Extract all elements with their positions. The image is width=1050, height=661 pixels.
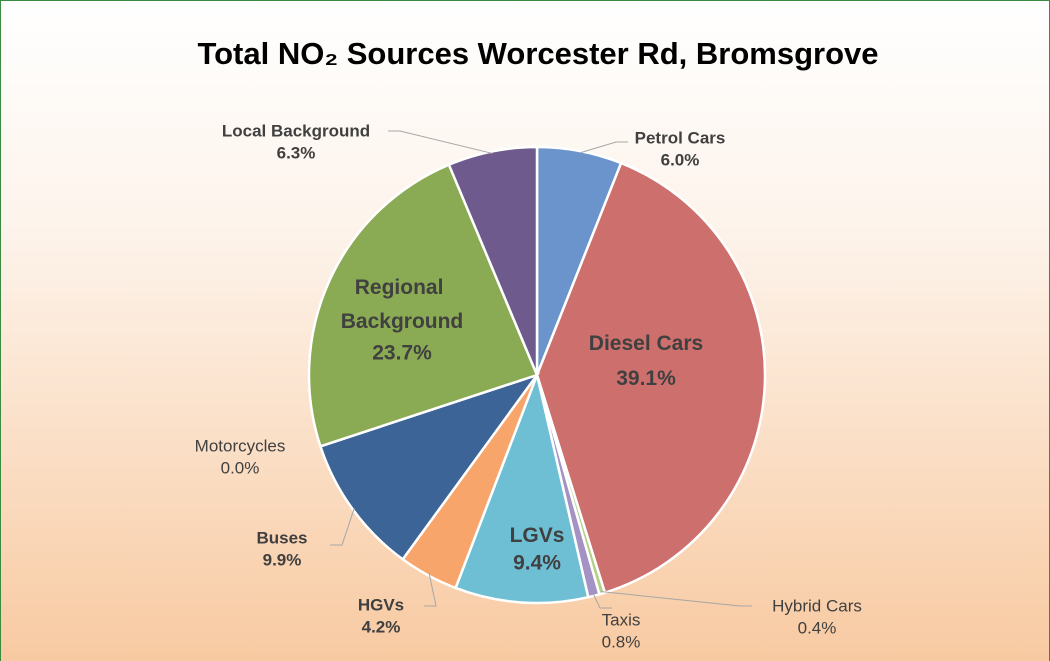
value-label: 23.7%: [372, 342, 432, 365]
value-label: 9.9%: [263, 550, 302, 569]
category-label: Petrol Cars: [635, 128, 726, 147]
category-label: LGVs: [510, 524, 565, 547]
chart-title: Total NO₂ Sources Worcester Rd, Bromsgro…: [197, 36, 878, 71]
pie-slice: [535, 161, 767, 595]
value-label: 6.3%: [277, 143, 316, 162]
category-label: HGVs: [358, 595, 404, 614]
category-label: Hybrid Cars: [772, 596, 862, 615]
value-label: 0.0%: [221, 458, 260, 477]
category-label: Regional Background: [341, 276, 464, 333]
value-label: 4.2%: [362, 617, 401, 636]
category-label: Diesel Cars: [589, 332, 703, 355]
leader-line: [579, 141, 628, 154]
pie-slice: [447, 145, 539, 376]
value-label: 9.4%: [513, 551, 561, 574]
value-label: 0.4%: [798, 618, 837, 637]
value-label: 0.8%: [602, 632, 641, 651]
leader-line: [424, 573, 437, 607]
value-label: 6.0%: [661, 150, 700, 169]
pie-slice: [318, 372, 541, 562]
leader-line: [592, 593, 612, 609]
value-label: 39.1%: [616, 367, 676, 390]
category-label: Buses: [256, 528, 307, 547]
leader-line: [330, 507, 355, 546]
leader-line: [388, 130, 493, 154]
pie-slice: [453, 370, 590, 605]
category-label: Local Background: [222, 121, 370, 140]
leader-line: [601, 591, 752, 607]
category-label: Motorcycles: [195, 436, 286, 455]
pie-slice: [307, 163, 539, 448]
category-label: Taxis: [602, 610, 641, 629]
